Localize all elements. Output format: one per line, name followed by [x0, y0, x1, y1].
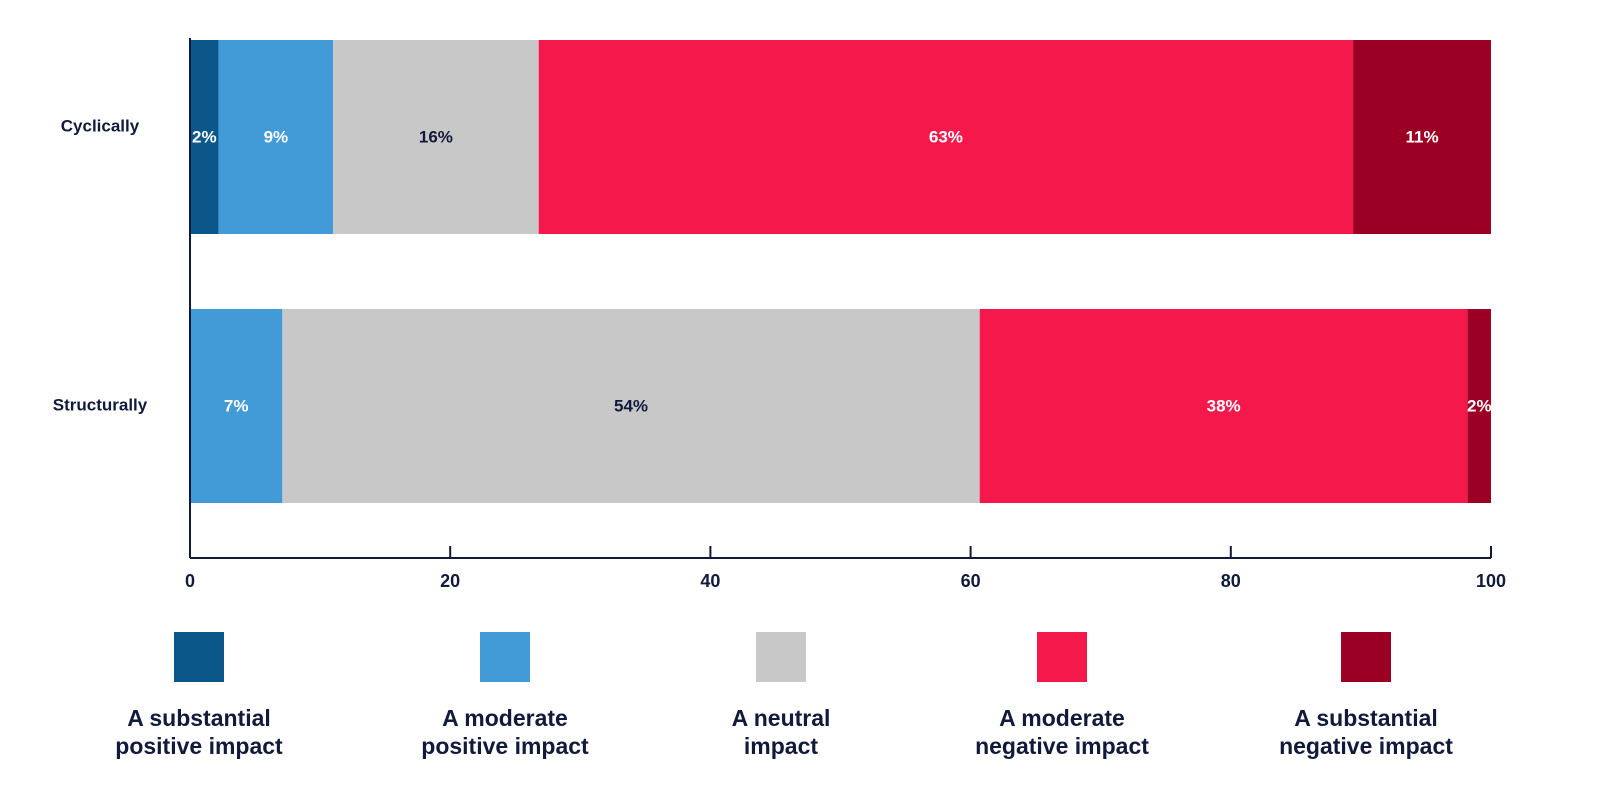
legend-swatch — [480, 632, 530, 682]
legend-swatch — [756, 632, 806, 682]
legend-swatch — [174, 632, 224, 682]
x-tick-label: 60 — [961, 571, 981, 591]
legend-item: A substantial negative impact — [1266, 632, 1466, 760]
x-tick-label: 20 — [440, 571, 460, 591]
bar-segment — [190, 40, 219, 234]
bar-segment — [333, 40, 539, 234]
y-tick-label: Cyclically — [61, 116, 140, 135]
chart: Cyclically 2% 9% 16% 63% 11% Structurally 7% 54%… — [53, 38, 1506, 591]
x-tick-label: 80 — [1221, 571, 1241, 591]
bar-segment — [538, 40, 1354, 234]
bar-segment — [1353, 40, 1491, 234]
value-label: 7% — [224, 396, 249, 415]
value-label: 11% — [1406, 127, 1439, 146]
legend: A substantial positive impact A moderate … — [0, 632, 1600, 792]
legend-swatch — [1037, 632, 1087, 682]
legend-item: A substantial positive impact — [99, 632, 299, 760]
bar-segment — [218, 40, 334, 234]
bar-segment — [979, 309, 1468, 503]
legend-label: A moderate negative impact — [975, 705, 1149, 759]
legend-swatch — [1341, 632, 1391, 682]
value-label: 54% — [614, 396, 648, 415]
legend-item: A neutral impact — [716, 632, 846, 760]
value-label: 2% — [192, 127, 217, 146]
legend-item: A moderate positive impact — [405, 632, 605, 760]
x-tick-label: 100 — [1476, 571, 1506, 591]
bar-segment — [282, 309, 980, 503]
value-label: 63% — [929, 127, 963, 146]
legend-item: A moderate negative impact — [962, 632, 1162, 760]
x-tick-label: 0 — [185, 571, 195, 591]
value-label: 9% — [264, 127, 289, 146]
bar-segment — [1467, 309, 1491, 503]
value-label: 38% — [1207, 396, 1241, 415]
legend-label: A neutral impact — [731, 705, 831, 759]
value-label: 2% — [1467, 396, 1492, 415]
bar-segment — [190, 309, 283, 503]
value-label: 16% — [419, 127, 453, 146]
x-tick-label: 40 — [700, 571, 720, 591]
y-tick-label: Structurally — [53, 395, 148, 414]
legend-label: A substantial positive impact — [115, 705, 283, 759]
legend-label: A moderate positive impact — [421, 705, 589, 759]
legend-label: A substantial negative impact — [1279, 705, 1453, 759]
